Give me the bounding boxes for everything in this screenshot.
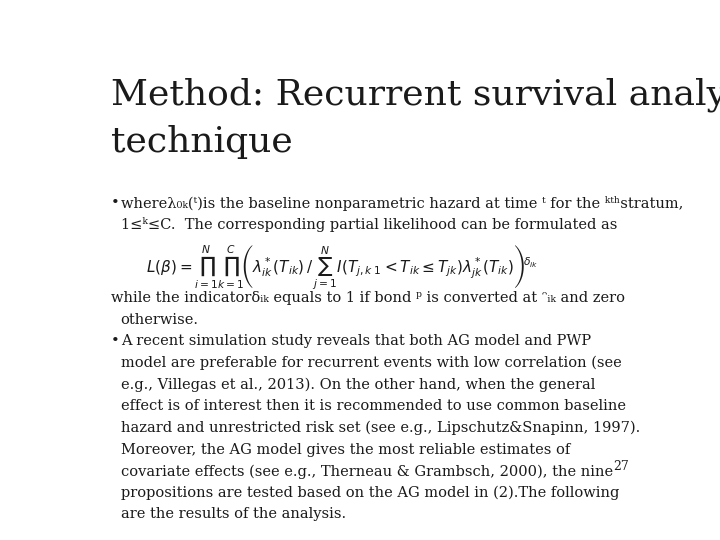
Text: propositions are tested based on the AG model in (2).The following: propositions are tested based on the AG …: [121, 486, 619, 500]
Text: while the indicatorδᵢₖ equals to 1 if bond ᵖ is converted at ᵔᵢₖ and zero: while the indicatorδᵢₖ equals to 1 if bo…: [111, 291, 625, 305]
Text: •: •: [111, 196, 120, 210]
Text: Moreover, the AG model gives the most reliable estimates of: Moreover, the AG model gives the most re…: [121, 442, 570, 456]
Text: otherwise.: otherwise.: [121, 313, 199, 327]
Text: model are preferable for recurrent events with low correlation (see: model are preferable for recurrent event…: [121, 356, 621, 370]
Text: hazard and unrestricted risk set (see e.g., Lipschutz&Snapinn, 1997).: hazard and unrestricted risk set (see e.…: [121, 421, 640, 435]
Text: are the results of the analysis.: are the results of the analysis.: [121, 508, 346, 522]
Text: 27: 27: [613, 460, 629, 473]
Text: covariate effects (see e.g., Therneau & Grambsch, 2000), the nine: covariate effects (see e.g., Therneau & …: [121, 464, 613, 478]
Text: Method: Recurrent survival analysis: Method: Recurrent survival analysis: [111, 77, 720, 112]
Text: e.g., Villegas et al., 2013). On the other hand, when the general: e.g., Villegas et al., 2013). On the oth…: [121, 377, 595, 392]
Text: A recent simulation study reveals that both AG model and PWP: A recent simulation study reveals that b…: [121, 334, 591, 348]
Text: 1≤ᵏ≤C.  The corresponding partial likelihood can be formulated as: 1≤ᵏ≤C. The corresponding partial likelih…: [121, 218, 617, 232]
Text: whereλ₀ₖ(ᵗ)is the baseline nonparametric hazard at time ᵗ for the ᵏᵗʰstratum,: whereλ₀ₖ(ᵗ)is the baseline nonparametric…: [121, 196, 683, 211]
Text: •: •: [111, 334, 120, 348]
Text: effect is of interest then it is recommended to use common baseline: effect is of interest then it is recomme…: [121, 399, 626, 413]
Text: $L(\beta) = \prod_{i=1}^{N}\prod_{k=1}^{C}\!\left(\lambda^*_{ik}(T_{ik})\,/\, \s: $L(\beta) = \prod_{i=1}^{N}\prod_{k=1}^{…: [145, 244, 538, 292]
Text: technique: technique: [111, 125, 293, 159]
